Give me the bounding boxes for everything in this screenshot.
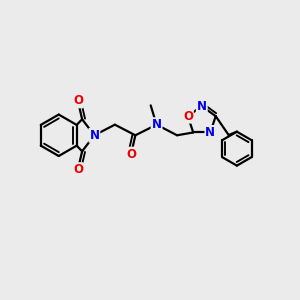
Text: O: O	[73, 163, 83, 176]
Text: N: N	[89, 129, 99, 142]
Text: O: O	[126, 148, 136, 160]
Text: O: O	[73, 94, 83, 107]
Text: N: N	[206, 126, 215, 139]
Text: N: N	[152, 118, 162, 131]
Text: O: O	[183, 110, 193, 123]
Text: N: N	[197, 100, 207, 112]
